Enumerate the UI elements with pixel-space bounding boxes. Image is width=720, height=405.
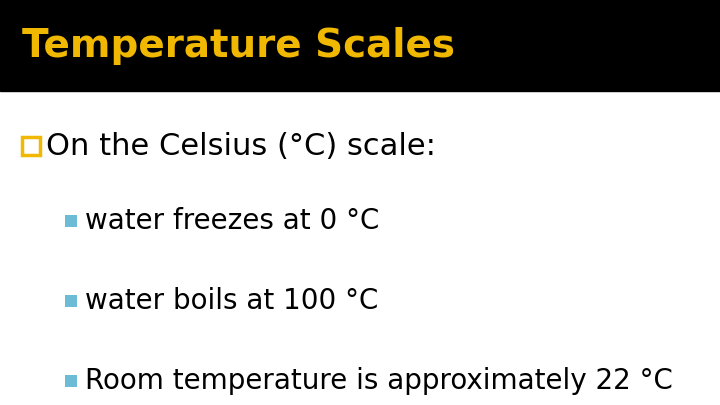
Text: On the Celsius (°C) scale:: On the Celsius (°C) scale: [46,132,436,161]
FancyBboxPatch shape [65,295,77,307]
Text: Temperature Scales: Temperature Scales [22,27,455,64]
FancyBboxPatch shape [0,0,720,91]
Text: water boils at 100 °C: water boils at 100 °C [85,287,379,315]
Text: water freezes at 0 °C: water freezes at 0 °C [85,207,379,235]
FancyBboxPatch shape [65,215,77,227]
FancyBboxPatch shape [65,375,77,387]
Text: Room temperature is approximately 22 °C: Room temperature is approximately 22 °C [85,367,673,395]
